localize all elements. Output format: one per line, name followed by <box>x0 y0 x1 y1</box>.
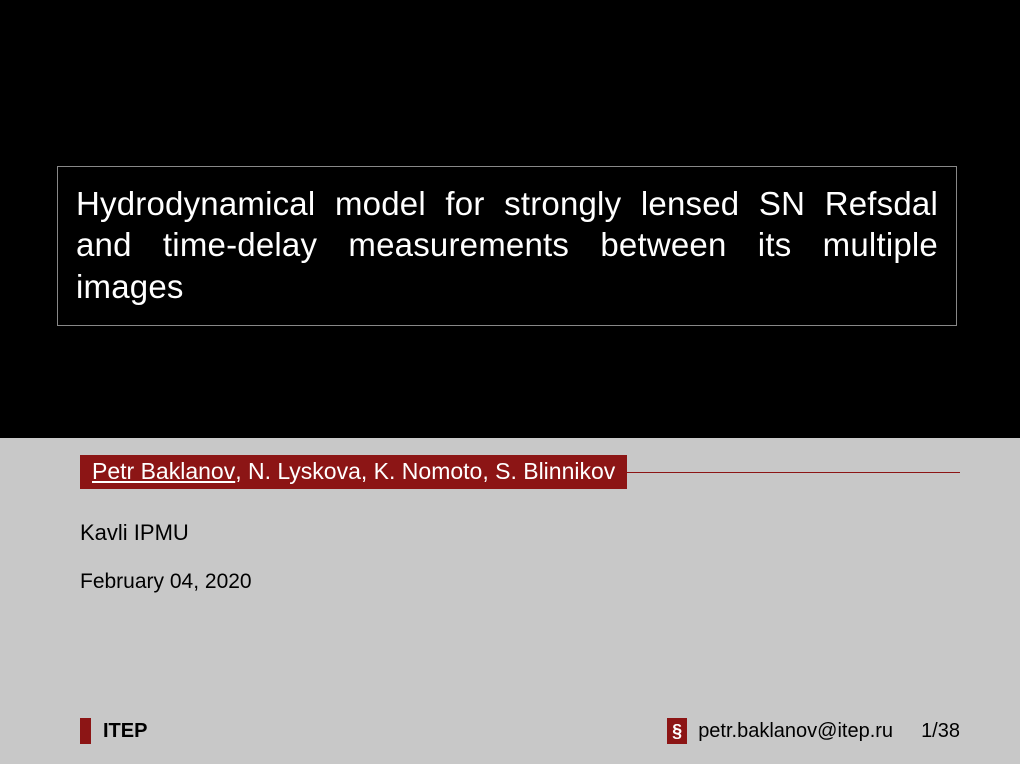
slide-root: Hydrodynamical model for strongly lensed… <box>0 0 1020 764</box>
authors-rule <box>627 455 960 489</box>
section-icon: § <box>666 717 688 745</box>
authors-box: Petr Baklanov, N. Lyskova, K. Nomoto, S.… <box>80 455 627 489</box>
section-icon-symbol: § <box>672 722 682 740</box>
title-box: Hydrodynamical model for strongly lensed… <box>57 166 957 326</box>
footer-bullet-icon <box>80 718 91 744</box>
authors-bar: Petr Baklanov, N. Lyskova, K. Nomoto, S.… <box>80 455 960 489</box>
page-number: 1/38 <box>921 720 960 743</box>
footer-affiliation: ITEP <box>103 720 147 743</box>
institute: Kavli IPMU <box>80 520 189 546</box>
date: February 04, 2020 <box>80 570 252 594</box>
coauthors: , N. Lyskova, K. Nomoto, S. Blinnikov <box>235 458 615 485</box>
presenter-name: Petr Baklanov <box>92 458 235 485</box>
footer: ITEP § petr.baklanov@itep.ru 1/38 <box>80 716 960 746</box>
footer-email: petr.baklanov@itep.ru <box>698 720 893 743</box>
title-text: Hydrodynamical model for strongly lensed… <box>76 183 938 307</box>
